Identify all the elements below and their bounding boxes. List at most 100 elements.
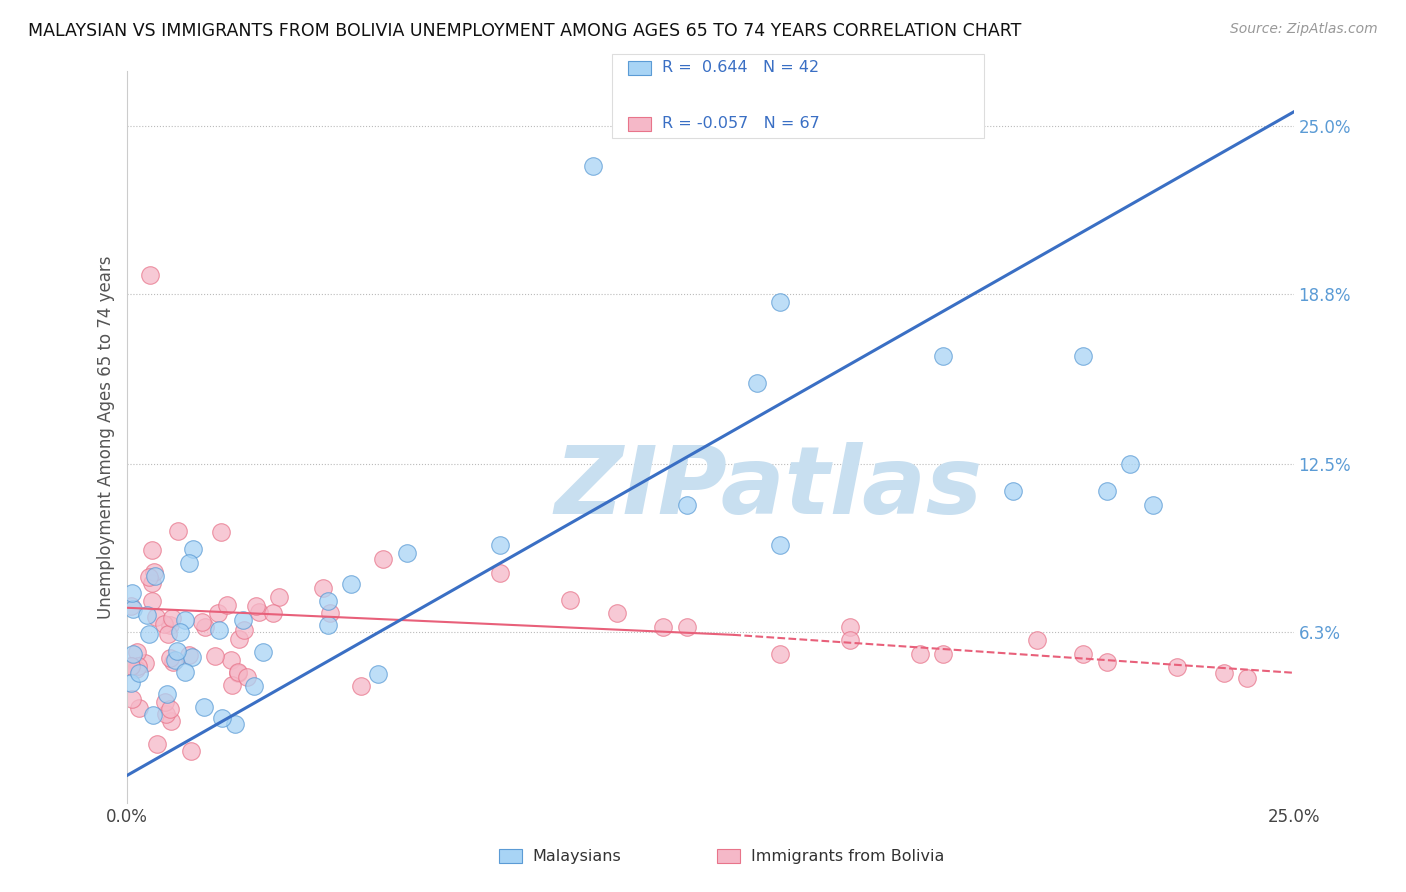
Text: Source: ZipAtlas.com: Source: ZipAtlas.com	[1230, 22, 1378, 37]
Point	[145, 610, 167, 624]
Point	[582, 159, 605, 173]
Point	[226, 665, 249, 679]
Point	[245, 599, 267, 613]
Point	[228, 632, 250, 647]
Point	[489, 538, 512, 552]
Point	[166, 643, 188, 657]
Point	[236, 670, 259, 684]
Point	[232, 613, 254, 627]
Point	[179, 648, 201, 663]
Point	[121, 602, 143, 616]
Point	[745, 376, 768, 390]
Point	[207, 606, 229, 620]
Point	[1119, 457, 1142, 471]
Point	[311, 582, 333, 596]
Point	[159, 702, 181, 716]
Point	[224, 717, 246, 731]
Point	[173, 613, 195, 627]
Point	[163, 653, 186, 667]
Point	[769, 538, 792, 552]
Point	[242, 679, 264, 693]
Point	[143, 565, 166, 579]
Point	[318, 618, 340, 632]
Point	[167, 524, 190, 538]
Point	[247, 605, 270, 619]
Point	[367, 667, 389, 681]
Point	[1212, 665, 1234, 680]
Point	[191, 615, 214, 630]
Point	[262, 607, 284, 621]
Point	[1236, 671, 1258, 685]
Point	[489, 566, 512, 580]
Point	[839, 633, 862, 648]
Point	[215, 599, 238, 613]
Point	[127, 659, 149, 673]
Point	[1166, 660, 1188, 674]
Point	[209, 525, 232, 540]
Point	[769, 294, 792, 309]
Point	[141, 594, 163, 608]
Point	[120, 659, 142, 673]
Point	[606, 606, 628, 620]
Point	[177, 556, 200, 570]
Point	[221, 678, 243, 692]
Point	[128, 665, 150, 680]
Text: R = -0.057   N = 67: R = -0.057 N = 67	[662, 117, 820, 131]
Point	[169, 625, 191, 640]
Point	[174, 665, 197, 679]
Point	[128, 701, 150, 715]
Point	[120, 658, 142, 673]
Point	[1073, 349, 1095, 363]
Text: Malaysians: Malaysians	[533, 849, 621, 863]
Point	[183, 541, 205, 556]
Point	[1095, 655, 1118, 669]
Point	[908, 647, 931, 661]
Point	[1025, 633, 1047, 648]
Point	[142, 708, 165, 723]
Point	[340, 576, 363, 591]
Point	[769, 647, 792, 661]
Point	[932, 349, 955, 363]
Point	[146, 737, 169, 751]
Point	[208, 624, 231, 638]
Point	[226, 666, 249, 681]
Point	[652, 620, 675, 634]
Text: MALAYSIAN VS IMMIGRANTS FROM BOLIVIA UNEMPLOYMENT AMONG AGES 65 TO 74 YEARS CORR: MALAYSIAN VS IMMIGRANTS FROM BOLIVIA UNE…	[28, 22, 1022, 40]
Point	[143, 569, 166, 583]
Point	[125, 662, 148, 676]
Point	[558, 592, 581, 607]
Point	[159, 618, 181, 632]
Point	[160, 714, 183, 728]
Point	[156, 687, 179, 701]
Point	[155, 707, 177, 722]
Point	[121, 586, 143, 600]
Point	[159, 651, 181, 665]
Point	[120, 676, 142, 690]
Point	[160, 611, 183, 625]
Point	[675, 620, 697, 634]
Point	[318, 606, 340, 620]
Point	[134, 656, 156, 670]
Text: R =  0.644   N = 42: R = 0.644 N = 42	[662, 61, 820, 75]
Point	[1142, 498, 1164, 512]
Point	[211, 711, 233, 725]
Point	[180, 650, 202, 665]
Point	[232, 623, 254, 637]
Y-axis label: Unemployment Among Ages 65 to 74 years: Unemployment Among Ages 65 to 74 years	[97, 255, 115, 619]
Point	[252, 645, 274, 659]
Point	[269, 590, 291, 604]
Point	[204, 649, 226, 664]
Point	[120, 599, 142, 613]
Point	[193, 700, 215, 714]
Point	[180, 744, 202, 758]
Point	[350, 679, 373, 693]
Point	[121, 692, 143, 706]
Point	[219, 653, 242, 667]
Point	[138, 570, 160, 584]
Text: Immigrants from Bolivia: Immigrants from Bolivia	[751, 849, 945, 863]
Point	[138, 626, 160, 640]
Point	[932, 647, 955, 661]
Point	[153, 695, 176, 709]
Point	[141, 542, 163, 557]
Point	[316, 593, 339, 607]
